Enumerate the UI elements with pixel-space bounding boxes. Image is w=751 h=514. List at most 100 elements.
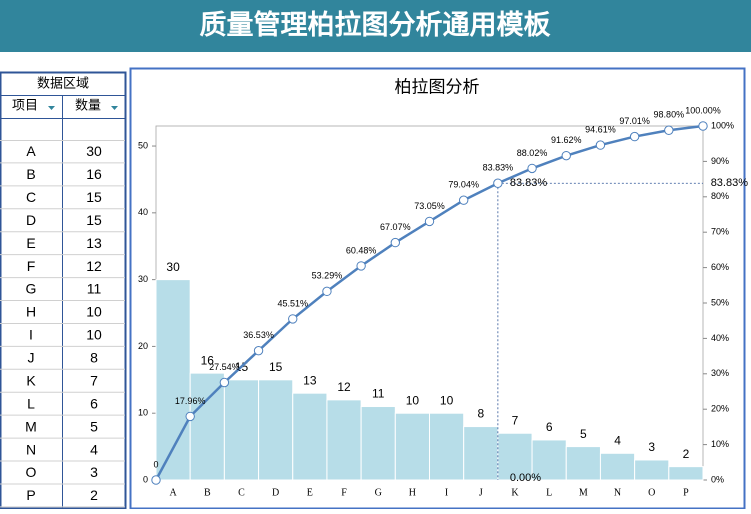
bar-label: 16: [201, 353, 215, 367]
x-tick-label: K: [511, 487, 519, 498]
cumulative-label: 97.01%: [619, 116, 650, 126]
cell-value: 6: [90, 395, 98, 411]
threshold-label: 83.83%: [510, 177, 548, 189]
cell-value: 10: [86, 327, 102, 343]
y2-tick-label: 40%: [711, 333, 729, 343]
cumulative-label: 79.04%: [448, 180, 479, 190]
cumulative-point: [458, 195, 469, 205]
column-header: 项目: [12, 97, 38, 112]
y2-tick-label: 100%: [711, 120, 734, 130]
x-tick-label: O: [648, 487, 655, 498]
cumulative-point: [424, 216, 435, 227]
y2-tick-label: 10%: [711, 439, 729, 449]
cell-value: 12: [86, 258, 102, 274]
column-header: 数量: [75, 97, 101, 112]
y2-tick-label: 90%: [711, 156, 729, 166]
cumulative-point: [595, 140, 606, 150]
cell-label: N: [26, 441, 36, 457]
bar-label: 7: [512, 413, 519, 427]
cumulative-point: [493, 178, 503, 188]
cumulative-label: 88.02%: [517, 148, 548, 158]
cell-value: 13: [86, 235, 102, 251]
y2-tick-label: 20%: [711, 404, 729, 414]
cumulative-point: [698, 121, 708, 131]
y2-tick-label: 50%: [711, 297, 729, 307]
cumulative-point: [288, 314, 298, 324]
x-tick-label: N: [614, 487, 621, 498]
cell-label: H: [26, 304, 36, 320]
cell-value: 16: [86, 166, 102, 182]
bar-label: 15: [269, 360, 283, 374]
cumulative-label: 36.53%: [243, 330, 274, 340]
filter-icon: [111, 106, 118, 110]
bar: [394, 412, 430, 481]
x-tick-label: H: [409, 487, 416, 498]
bar-label: 30: [166, 260, 180, 274]
threshold-label: 0.00%: [510, 472, 541, 484]
cumulative-label: 0: [153, 459, 158, 469]
cell-label: C: [26, 189, 36, 205]
bar-label: 10: [440, 393, 454, 407]
filter-icon: [48, 106, 55, 110]
cell-label: B: [26, 166, 35, 182]
bar: [326, 399, 362, 481]
cell-label: P: [26, 487, 35, 503]
bar-label: 11: [372, 387, 385, 401]
bar: [292, 392, 328, 481]
cell-label: J: [28, 350, 35, 366]
cell-label: M: [25, 418, 37, 434]
x-tick-label: F: [341, 487, 347, 498]
cell-label: D: [26, 212, 36, 228]
cumulative-point: [527, 163, 537, 174]
bar-label: 5: [580, 427, 587, 441]
bar: [429, 412, 465, 481]
cumulative-label: 98.80%: [654, 110, 685, 120]
y-tick-label: 10: [138, 408, 148, 418]
cell-label: I: [29, 327, 33, 343]
cell-label: G: [26, 281, 37, 297]
x-tick-label: G: [375, 487, 382, 498]
y-tick-label: 40: [138, 207, 148, 217]
bar: [223, 379, 260, 481]
cell-label: F: [27, 258, 36, 274]
x-tick-label: M: [579, 487, 588, 498]
y-tick-label: 20: [138, 341, 148, 351]
cell-value: 7: [90, 372, 98, 388]
cell-label: K: [26, 372, 36, 388]
bar-label: 4: [614, 433, 621, 447]
bar: [189, 372, 225, 481]
cumulative-label: 100.00%: [685, 105, 721, 115]
y-tick-label: 50: [138, 140, 148, 150]
bar-label: 3: [648, 440, 655, 454]
bar: [599, 452, 636, 481]
cumulative-point: [664, 125, 674, 135]
cell-label: L: [27, 395, 35, 411]
bar-label: 12: [337, 380, 351, 394]
cell-value: 3: [90, 464, 98, 480]
x-tick-label: J: [479, 487, 483, 498]
cumulative-label: 27.54%: [209, 362, 240, 372]
cumulative-label: 73.05%: [414, 201, 445, 211]
threshold-label: 83.83%: [711, 177, 749, 189]
x-tick-label: I: [445, 487, 448, 498]
x-tick-label: B: [204, 487, 211, 498]
cell-label: E: [26, 235, 35, 251]
bar: [497, 432, 533, 481]
bar: [634, 459, 670, 481]
cell-value: 15: [86, 212, 102, 228]
cumulative-label: 60.48%: [346, 245, 377, 255]
table-caption: 数据区域: [37, 75, 89, 90]
bar-label: 10: [406, 393, 420, 407]
x-tick-label: L: [546, 487, 552, 498]
y2-tick-label: 30%: [711, 368, 729, 378]
cumulative-point: [151, 475, 161, 485]
bar-label: 2: [683, 447, 690, 461]
x-tick-label: C: [238, 487, 245, 498]
x-tick-label: E: [307, 487, 313, 498]
cumulative-point: [185, 411, 195, 422]
bar: [463, 426, 499, 481]
cumulative-point: [561, 150, 571, 161]
cumulative-point: [390, 237, 401, 248]
x-tick-label: D: [272, 487, 279, 498]
